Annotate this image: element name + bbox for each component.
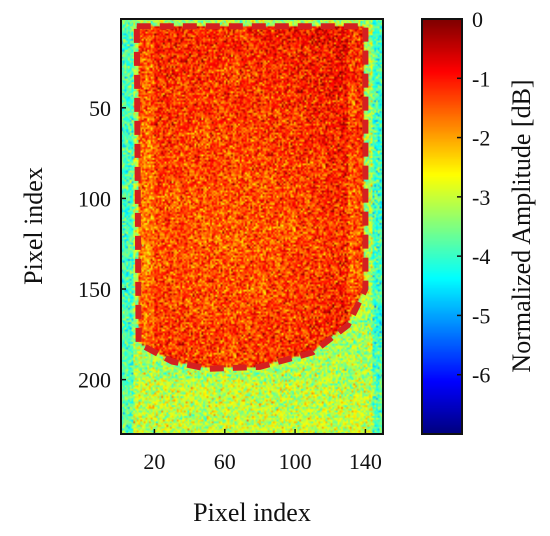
- x-axis-label: Pixel index: [193, 498, 311, 527]
- y-axis-label: Pixel index: [19, 167, 48, 285]
- colorbar-ticks: 0 -1 -2 -3 -4 -5 -6: [457, 7, 490, 388]
- x-axis-ticks: 20 60 100 140: [143, 429, 382, 474]
- colorbar-tick-label: -3: [472, 185, 490, 210]
- heatmap-image: [121, 19, 383, 434]
- plot-frame: [120, 18, 384, 435]
- x-tick-label: 20: [143, 449, 165, 474]
- colorbar-tick-label: -6: [472, 363, 490, 388]
- roi-contour: [133, 23, 369, 372]
- x-tick-label: 60: [214, 449, 236, 474]
- x-tick-label: 100: [279, 449, 312, 474]
- colorbar-tick-label: -2: [472, 126, 490, 151]
- heatmap-plot: 20 60 100 140 50 100 150 200: [78, 18, 384, 474]
- colorbar-tick-label: 0: [472, 7, 483, 32]
- colorbar: 0 -1 -2 -3 -4 -5 -6 Normalized Amplitude [dB]: [421, 7, 536, 435]
- y-tick-label: 50: [89, 96, 111, 121]
- y-tick-label: 100: [78, 186, 111, 211]
- colorbar-gradient: [422, 19, 462, 434]
- colorbar-frame: [421, 18, 463, 435]
- colorbar-label: Normalized Amplitude [dB]: [507, 79, 536, 372]
- colorbar-tick-label: -5: [472, 303, 490, 328]
- y-tick-label: 200: [78, 368, 111, 393]
- colorbar-tick-label: -1: [472, 66, 490, 91]
- x-tick-label: 140: [349, 449, 382, 474]
- y-tick-label: 150: [78, 277, 111, 302]
- y-axis-ticks: 50 100 150 200: [78, 96, 126, 393]
- colorbar-tick-label: -4: [472, 244, 490, 269]
